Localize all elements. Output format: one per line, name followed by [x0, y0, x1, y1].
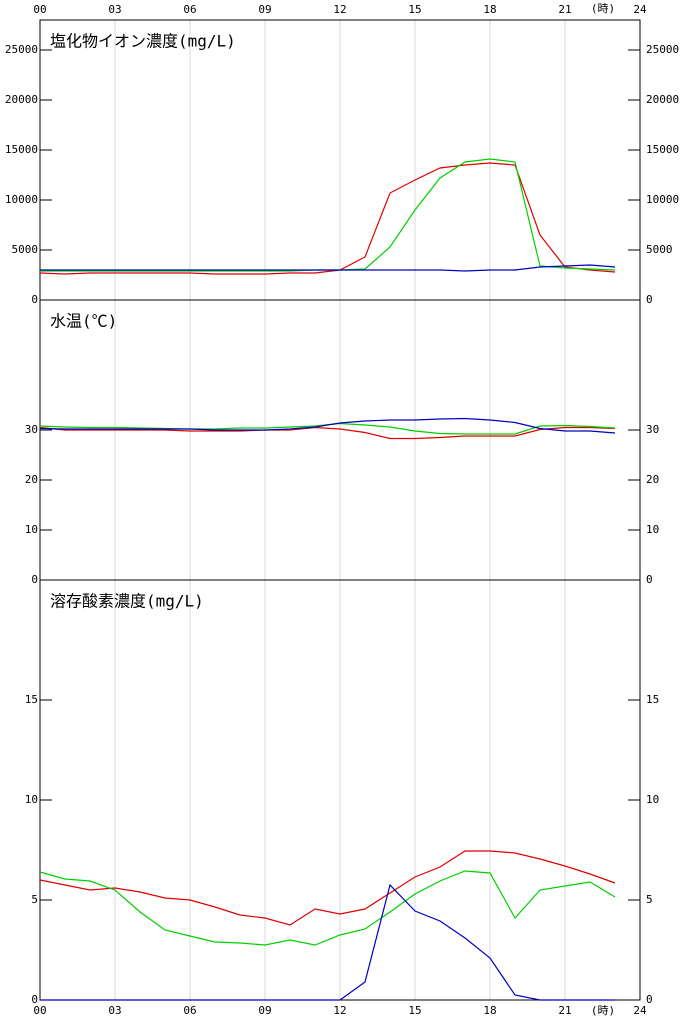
y-tick-label: 20000 — [5, 93, 38, 106]
line-series — [40, 158, 616, 272]
y-tick-label: 15000 — [646, 143, 679, 156]
line-series — [39, 850, 616, 926]
line-series — [39, 162, 616, 275]
x-tick-label: 24 — [633, 1004, 647, 1017]
panel-title: 塩化物イオン濃度(mg/L) — [50, 32, 236, 51]
x-tick-label: 12 — [333, 3, 346, 16]
y-tick-label: 10 — [25, 793, 38, 806]
y-tick-label: 20000 — [646, 93, 679, 106]
line-series — [40, 264, 616, 272]
line-series — [39, 426, 616, 440]
y-tick-label: 10000 — [646, 193, 679, 206]
x-tick-label: 00 — [33, 3, 46, 16]
y-tick-label: 15 — [25, 693, 38, 706]
x-axis-label: (時) — [591, 2, 615, 15]
x-tick-label: 03 — [108, 1004, 121, 1017]
panel-title: 水温(℃) — [50, 312, 117, 331]
x-tick-label: 18 — [483, 3, 496, 16]
y-tick-label: 0 — [31, 573, 38, 586]
y-tick-label: 10 — [25, 523, 38, 536]
x-tick-label: 06 — [183, 3, 196, 16]
y-tick-label: 5 — [31, 893, 38, 906]
x-tick-label: 00 — [33, 1004, 46, 1017]
x-tick-label: 15 — [408, 3, 421, 16]
panel-title: 溶存酸素濃度(mg/L) — [50, 592, 204, 611]
y-tick-label: 5000 — [12, 243, 39, 256]
y-tick-label: 30 — [646, 423, 659, 436]
x-axis-label: (時) — [591, 1004, 615, 1017]
y-tick-label: 0 — [31, 293, 38, 306]
x-tick-label: 21 — [558, 1004, 571, 1017]
x-tick-label: 21 — [558, 3, 571, 16]
y-tick-label: 5 — [646, 893, 653, 906]
y-tick-label: 10000 — [5, 193, 38, 206]
x-tick-label: 09 — [258, 1004, 271, 1017]
y-tick-label: 25000 — [5, 43, 38, 56]
y-tick-label: 15000 — [5, 143, 38, 156]
x-tick-label: 06 — [183, 1004, 196, 1017]
y-tick-label: 0 — [646, 293, 653, 306]
x-tick-label: 18 — [483, 1004, 496, 1017]
y-tick-label: 25000 — [646, 43, 679, 56]
x-tick-label: 09 — [258, 3, 271, 16]
y-tick-label: 0 — [646, 993, 653, 1006]
line-series — [39, 870, 616, 946]
line-series — [39, 417, 616, 434]
y-tick-label: 0 — [31, 993, 38, 1006]
y-tick-label: 10 — [646, 523, 659, 536]
y-tick-label: 20 — [25, 473, 38, 486]
y-tick-label: 20 — [646, 473, 659, 486]
x-tick-label: 12 — [333, 1004, 346, 1017]
y-tick-label: 0 — [646, 573, 653, 586]
x-tick-label: 15 — [408, 1004, 421, 1017]
y-tick-label: 15 — [646, 693, 659, 706]
x-tick-label: 24 — [633, 3, 647, 16]
y-tick-label: 10 — [646, 793, 659, 806]
y-tick-label: 30 — [25, 423, 38, 436]
y-tick-label: 5000 — [646, 243, 673, 256]
x-tick-label: 03 — [108, 3, 121, 16]
line-series — [40, 883, 615, 1001]
